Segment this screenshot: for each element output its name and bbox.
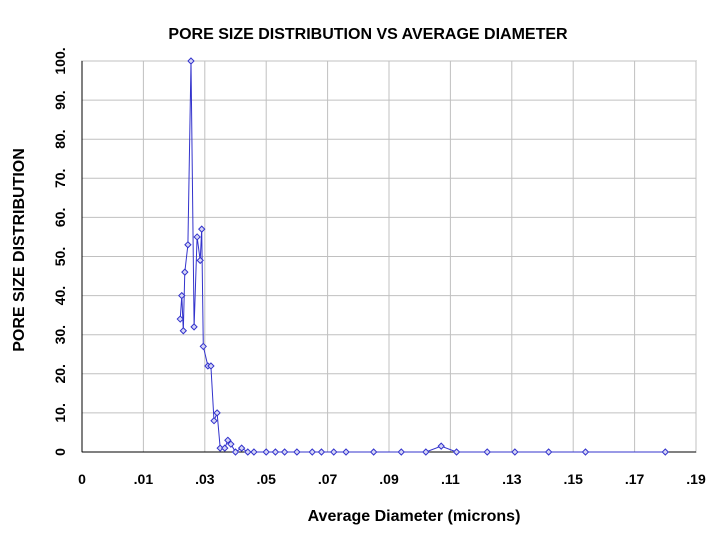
data-point xyxy=(179,327,188,335)
x-tick-label: 0 xyxy=(78,471,86,487)
y-tick-label: 50. xyxy=(52,247,68,266)
x-tick-label: .15 xyxy=(563,471,583,487)
x-tick-label: .19 xyxy=(686,471,706,487)
x-tick-label: .05 xyxy=(256,471,276,487)
data-point xyxy=(213,409,221,417)
x-tick-label: .09 xyxy=(379,471,399,487)
x-tick-label: .17 xyxy=(625,471,645,487)
data-point xyxy=(437,442,445,450)
data-point xyxy=(207,362,215,370)
x-tick-label: .03 xyxy=(195,471,215,487)
data-point xyxy=(199,342,207,351)
data-point xyxy=(317,448,326,456)
data-point xyxy=(544,448,553,456)
data-point xyxy=(342,448,350,456)
series-pore-size xyxy=(176,57,670,456)
data-point xyxy=(369,448,378,456)
y-tick-labels: 0 10. 20. 30. 40. 50. 60. 70. 80. 90. 100. xyxy=(52,47,68,456)
data-point xyxy=(196,256,204,265)
data-point xyxy=(184,241,192,249)
y-tick-label: 60. xyxy=(52,208,68,227)
x-tick-label: .11 xyxy=(441,471,460,487)
data-point xyxy=(293,448,301,456)
data-point xyxy=(244,448,252,456)
data-point xyxy=(581,448,590,456)
data-point xyxy=(661,448,670,456)
x-tick-label: .07 xyxy=(318,471,338,487)
data-point xyxy=(330,448,338,456)
data-point xyxy=(193,233,201,241)
data-point xyxy=(308,448,316,456)
data-point xyxy=(262,448,270,456)
data-point xyxy=(187,57,195,65)
data-point xyxy=(483,448,491,456)
y-tick-label: 90. xyxy=(52,90,68,109)
y-tick-label: 0 xyxy=(52,448,68,456)
y-tick-label: 20. xyxy=(52,364,68,383)
data-point xyxy=(280,448,289,456)
x-tick-label: .13 xyxy=(502,471,522,487)
y-tick-label: 30. xyxy=(52,325,68,344)
data-point xyxy=(511,448,519,456)
y-tick-label: 40. xyxy=(52,286,68,305)
data-point xyxy=(452,448,461,456)
data-point xyxy=(227,440,235,448)
y-tick-label: 100. xyxy=(52,47,68,74)
x-tick-label: .01 xyxy=(134,471,154,487)
chart-title: PORE SIZE DISTRIBUTION VS AVERAGE DIAMET… xyxy=(168,26,568,43)
data-point xyxy=(397,448,405,456)
data-point xyxy=(422,448,430,456)
y-tick-label: 70. xyxy=(52,169,68,188)
data-point xyxy=(237,444,246,452)
data-point xyxy=(224,436,232,444)
data-point xyxy=(210,417,218,425)
data-point xyxy=(181,268,189,276)
y-tick-label: 80. xyxy=(52,129,68,148)
data-point xyxy=(198,225,206,233)
data-point xyxy=(271,448,280,456)
data-point xyxy=(178,291,186,300)
data-point xyxy=(250,448,258,456)
data-point xyxy=(221,444,229,452)
y-axis-label: PORE SIZE DISTRIBUTION xyxy=(11,148,28,352)
data-point xyxy=(231,448,240,456)
x-tick-labels: 0 .01 .03 .05 .07 .09 .11 .13 .15 .17 .19 xyxy=(78,471,706,487)
data-point xyxy=(176,315,184,323)
x-axis-label: Average Diameter (microns) xyxy=(308,508,521,525)
data-point xyxy=(190,323,198,331)
y-tick-label: 10. xyxy=(52,403,68,422)
